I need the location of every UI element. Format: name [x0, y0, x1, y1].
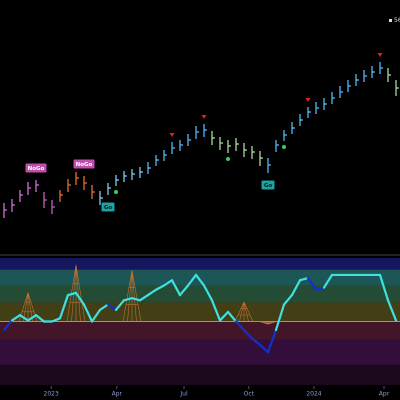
down-signal [169, 133, 175, 137]
osc-line [114, 299, 126, 311]
osc-line [66, 291, 78, 297]
x-tick-label: 2023 [44, 391, 59, 398]
annotation-label: Go [264, 183, 273, 189]
osc-line [234, 320, 246, 332]
up-signal [226, 157, 230, 161]
up-signal [114, 190, 118, 194]
osc-line [2, 319, 14, 332]
annotation-box [101, 202, 115, 212]
up-signal [282, 145, 286, 149]
osc-line [138, 293, 150, 302]
osc-line [386, 299, 398, 322]
osc-line [34, 314, 46, 323]
x-tick-label: Jul [179, 391, 188, 398]
osc-line [146, 288, 158, 297]
osc-line [202, 284, 214, 302]
osc-band [0, 339, 400, 365]
osc-line [290, 279, 302, 297]
osc-line [50, 317, 62, 323]
osc-line [162, 279, 174, 287]
osc-line [154, 284, 166, 291]
osc-band [0, 364, 400, 385]
x-tick-label: 2024 [306, 391, 321, 398]
x-tick-label: Apr [112, 391, 123, 398]
osc-line [266, 328, 278, 354]
osc-line [58, 293, 70, 320]
osc-line [90, 308, 102, 323]
osc-line [186, 273, 198, 287]
osc-line [314, 286, 326, 291]
down-signal [377, 53, 383, 57]
osc-line [218, 310, 230, 322]
annotation-box [261, 180, 275, 190]
osc-line [250, 337, 262, 346]
osc-line [26, 314, 38, 322]
annotation-label: Go [104, 205, 113, 211]
osc-line [210, 299, 222, 322]
x-tick-label: Apr [379, 391, 390, 398]
down-signal [201, 115, 207, 119]
osc-band [0, 258, 400, 270]
osc-cone [234, 301, 254, 322]
osc-cone [258, 321, 278, 325]
top-marker [389, 19, 392, 22]
osc-band [0, 302, 400, 322]
osc-line [98, 303, 110, 311]
osc-band [0, 269, 400, 286]
annotation-box [73, 159, 95, 169]
osc-line [322, 273, 334, 289]
osc-line [378, 273, 390, 302]
osc-line [82, 303, 94, 323]
osc-line [106, 303, 118, 311]
osc-line [274, 303, 286, 332]
osc-line [226, 310, 238, 323]
osc-line [306, 277, 318, 291]
annotation-label: NoGo [28, 166, 45, 172]
osc-line [74, 291, 86, 306]
osc-cone [18, 292, 38, 322]
down-signal [305, 98, 311, 102]
osc-line [122, 297, 134, 302]
osc-line [258, 343, 270, 354]
osc-line [170, 279, 182, 297]
annotation-label: NoGo [76, 162, 93, 168]
osc-line [298, 277, 310, 282]
osc-band [0, 321, 400, 340]
top-label: 56 [394, 17, 400, 24]
osc-band [0, 285, 400, 303]
osc-line [242, 328, 254, 340]
osc-line [178, 284, 190, 297]
osc-line [282, 293, 294, 306]
annotation-box [25, 163, 47, 173]
osc-line [130, 297, 142, 302]
x-tick-label: Oct [244, 391, 255, 398]
osc-line [194, 273, 206, 287]
osc-line [18, 314, 30, 322]
osc-cone [122, 270, 142, 322]
osc-line [10, 314, 22, 322]
